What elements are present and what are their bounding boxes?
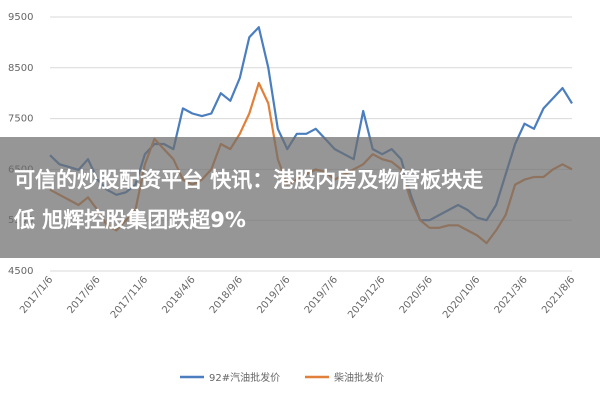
- x-tick-label: 2021/3/6: [493, 274, 530, 315]
- banner-text: 低 旭辉控股集团跌超9%: [13, 208, 246, 232]
- banner-text: 可信的炒股配资平台 快讯：港股内房及物管板块走: [14, 168, 483, 192]
- x-tick-label: 2019/7/6: [303, 274, 340, 315]
- y-tick-label: 8500: [8, 63, 33, 74]
- x-tick-label: 2017/11/6: [109, 274, 150, 320]
- y-tick-label: 4500: [8, 266, 33, 277]
- x-tick-label: 2017/6/6: [66, 274, 103, 315]
- x-tick-label: 2018/9/6: [208, 274, 245, 315]
- y-tick-label: 9500: [8, 12, 33, 23]
- x-tick-label: 2018/4/6: [160, 274, 197, 315]
- x-tick-label: 2017/1/6: [18, 274, 55, 315]
- x-tick-label: 2019/2/6: [255, 274, 292, 315]
- x-tick-label: 2021/8/6: [540, 274, 577, 315]
- legend-label: 92#汽油批发价: [209, 371, 280, 384]
- x-tick-label: 2019/12/6: [346, 274, 387, 320]
- x-tick-label: 2020/5/6: [398, 274, 435, 315]
- legend-label: 柴油批发价: [334, 371, 384, 384]
- y-tick-label: 7500: [8, 114, 33, 125]
- x-tick-label: 2020/10/6: [441, 274, 482, 320]
- banner: [0, 137, 600, 258]
